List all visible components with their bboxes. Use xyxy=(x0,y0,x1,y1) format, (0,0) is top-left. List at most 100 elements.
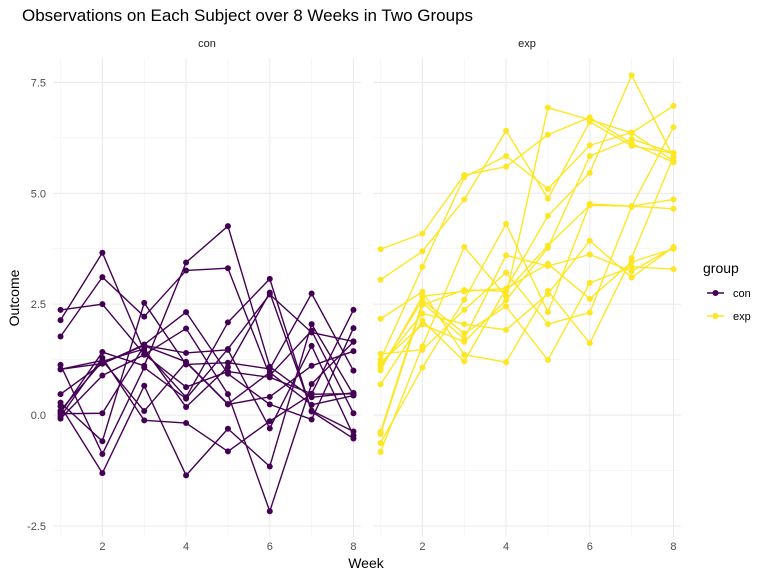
data-point-con-6 xyxy=(350,306,357,313)
data-point-con-13 xyxy=(266,393,273,400)
data-point-con-4 xyxy=(183,267,190,274)
data-point-con-9 xyxy=(350,367,357,374)
data-point-exp-14 xyxy=(670,196,677,203)
y-tick-label: 5.0 xyxy=(31,188,46,200)
series-line-exp-8 xyxy=(379,248,674,385)
x-tick-label: 8 xyxy=(350,541,356,553)
data-point-exp-13 xyxy=(377,362,384,369)
data-point-exp-11 xyxy=(461,330,468,337)
data-point-exp-13 xyxy=(670,243,677,250)
y-axis-title: Outcome xyxy=(6,269,22,326)
data-point-con-2 xyxy=(99,451,106,458)
data-point-exp-2 xyxy=(544,195,551,202)
data-point-con-14 xyxy=(266,369,273,376)
data-point-exp-13 xyxy=(503,326,510,333)
data-point-exp-10 xyxy=(586,340,593,347)
data-point-con-4 xyxy=(224,265,231,272)
data-point-con-6 xyxy=(57,306,64,313)
data-point-exp-5 xyxy=(586,309,593,316)
data-point-con-1 xyxy=(99,470,106,477)
data-point-con-11 xyxy=(183,349,190,356)
data-point-exp-9 xyxy=(586,116,593,123)
data-point-exp-11 xyxy=(419,297,426,304)
data-point-exp-8 xyxy=(419,317,426,324)
data-point-exp-11 xyxy=(586,279,593,286)
data-point-con-3 xyxy=(350,338,357,345)
data-point-exp-14 xyxy=(461,286,468,293)
data-point-con-13 xyxy=(308,362,315,369)
data-point-exp-7 xyxy=(377,439,384,446)
series-line-exp-1 xyxy=(380,116,674,250)
data-point-con-4 xyxy=(350,410,357,417)
data-point-con-14 xyxy=(183,358,190,365)
data-point-con-9 xyxy=(308,290,315,297)
data-point-exp-12 xyxy=(377,356,384,363)
data-point-exp-11 xyxy=(628,263,635,270)
data-point-exp-9 xyxy=(461,243,468,250)
y-tick-label: 0.0 xyxy=(31,410,46,422)
data-point-exp-9 xyxy=(503,293,510,300)
data-point-con-10 xyxy=(266,401,273,408)
data-point-con-8 xyxy=(99,349,106,356)
data-point-exp-2 xyxy=(377,276,384,283)
series-line-con-9 xyxy=(60,292,355,442)
legend-label-con: con xyxy=(733,288,751,300)
data-point-exp-10 xyxy=(377,315,384,322)
series-line-con-2 xyxy=(59,293,354,455)
data-point-con-9 xyxy=(57,399,64,406)
data-point-con-1 xyxy=(266,463,273,470)
data-point-exp-12 xyxy=(670,157,677,164)
data-point-con-7 xyxy=(99,249,106,256)
data-point-con-1 xyxy=(224,425,231,432)
series-line-exp-12 xyxy=(379,131,674,360)
x-tick-label: 8 xyxy=(670,541,676,553)
data-point-con-5 xyxy=(224,364,231,371)
series-line-con-14 xyxy=(60,345,354,415)
data-point-exp-3 xyxy=(503,252,510,259)
data-point-con-7 xyxy=(183,394,190,401)
x-tick-label: 6 xyxy=(267,541,273,553)
data-point-con-9 xyxy=(141,299,148,306)
series-line-exp-5 xyxy=(380,126,675,355)
data-point-con-12 xyxy=(183,420,190,427)
data-point-con-13 xyxy=(141,408,148,415)
data-point-exp-14 xyxy=(419,302,426,309)
data-point-exp-12 xyxy=(419,263,426,270)
data-point-con-7 xyxy=(224,319,231,326)
data-point-exp-11 xyxy=(503,303,510,310)
data-point-con-3 xyxy=(99,372,106,379)
legend: group con exp xyxy=(703,260,751,323)
data-point-exp-12 xyxy=(586,142,593,149)
strip-label-con: con xyxy=(198,38,216,50)
data-point-con-11 xyxy=(350,432,357,439)
data-point-exp-9 xyxy=(670,102,677,109)
data-point-con-9 xyxy=(99,438,106,445)
data-point-exp-12 xyxy=(503,153,510,160)
data-point-con-12 xyxy=(266,418,273,425)
data-point-exp-1 xyxy=(544,131,551,138)
data-point-exp-9 xyxy=(544,104,551,111)
data-point-exp-10 xyxy=(419,288,426,295)
series-line-exp-4 xyxy=(379,74,675,371)
series-line-exp-11 xyxy=(379,266,674,369)
data-point-con-6 xyxy=(266,374,273,381)
data-point-exp-9 xyxy=(419,343,426,350)
strip-label-exp: exp xyxy=(518,38,536,50)
data-point-exp-1 xyxy=(503,163,510,170)
x-tick-label: 4 xyxy=(183,541,189,553)
data-point-con-7 xyxy=(141,348,148,355)
data-point-exp-7 xyxy=(544,309,551,316)
data-point-con-8 xyxy=(224,223,231,230)
data-point-exp-14 xyxy=(503,288,510,295)
data-point-con-4 xyxy=(57,333,64,340)
data-point-exp-6 xyxy=(628,136,635,143)
data-point-exp-5 xyxy=(670,124,677,131)
y-tick-label: -2.5 xyxy=(27,521,46,533)
data-point-exp-8 xyxy=(377,381,384,388)
x-tick-label: 2 xyxy=(99,541,105,553)
data-point-exp-5 xyxy=(544,321,551,328)
data-point-exp-1 xyxy=(419,230,426,237)
data-point-con-4 xyxy=(141,313,148,320)
data-point-con-10 xyxy=(57,391,64,398)
series-line-con-3 xyxy=(60,327,354,512)
